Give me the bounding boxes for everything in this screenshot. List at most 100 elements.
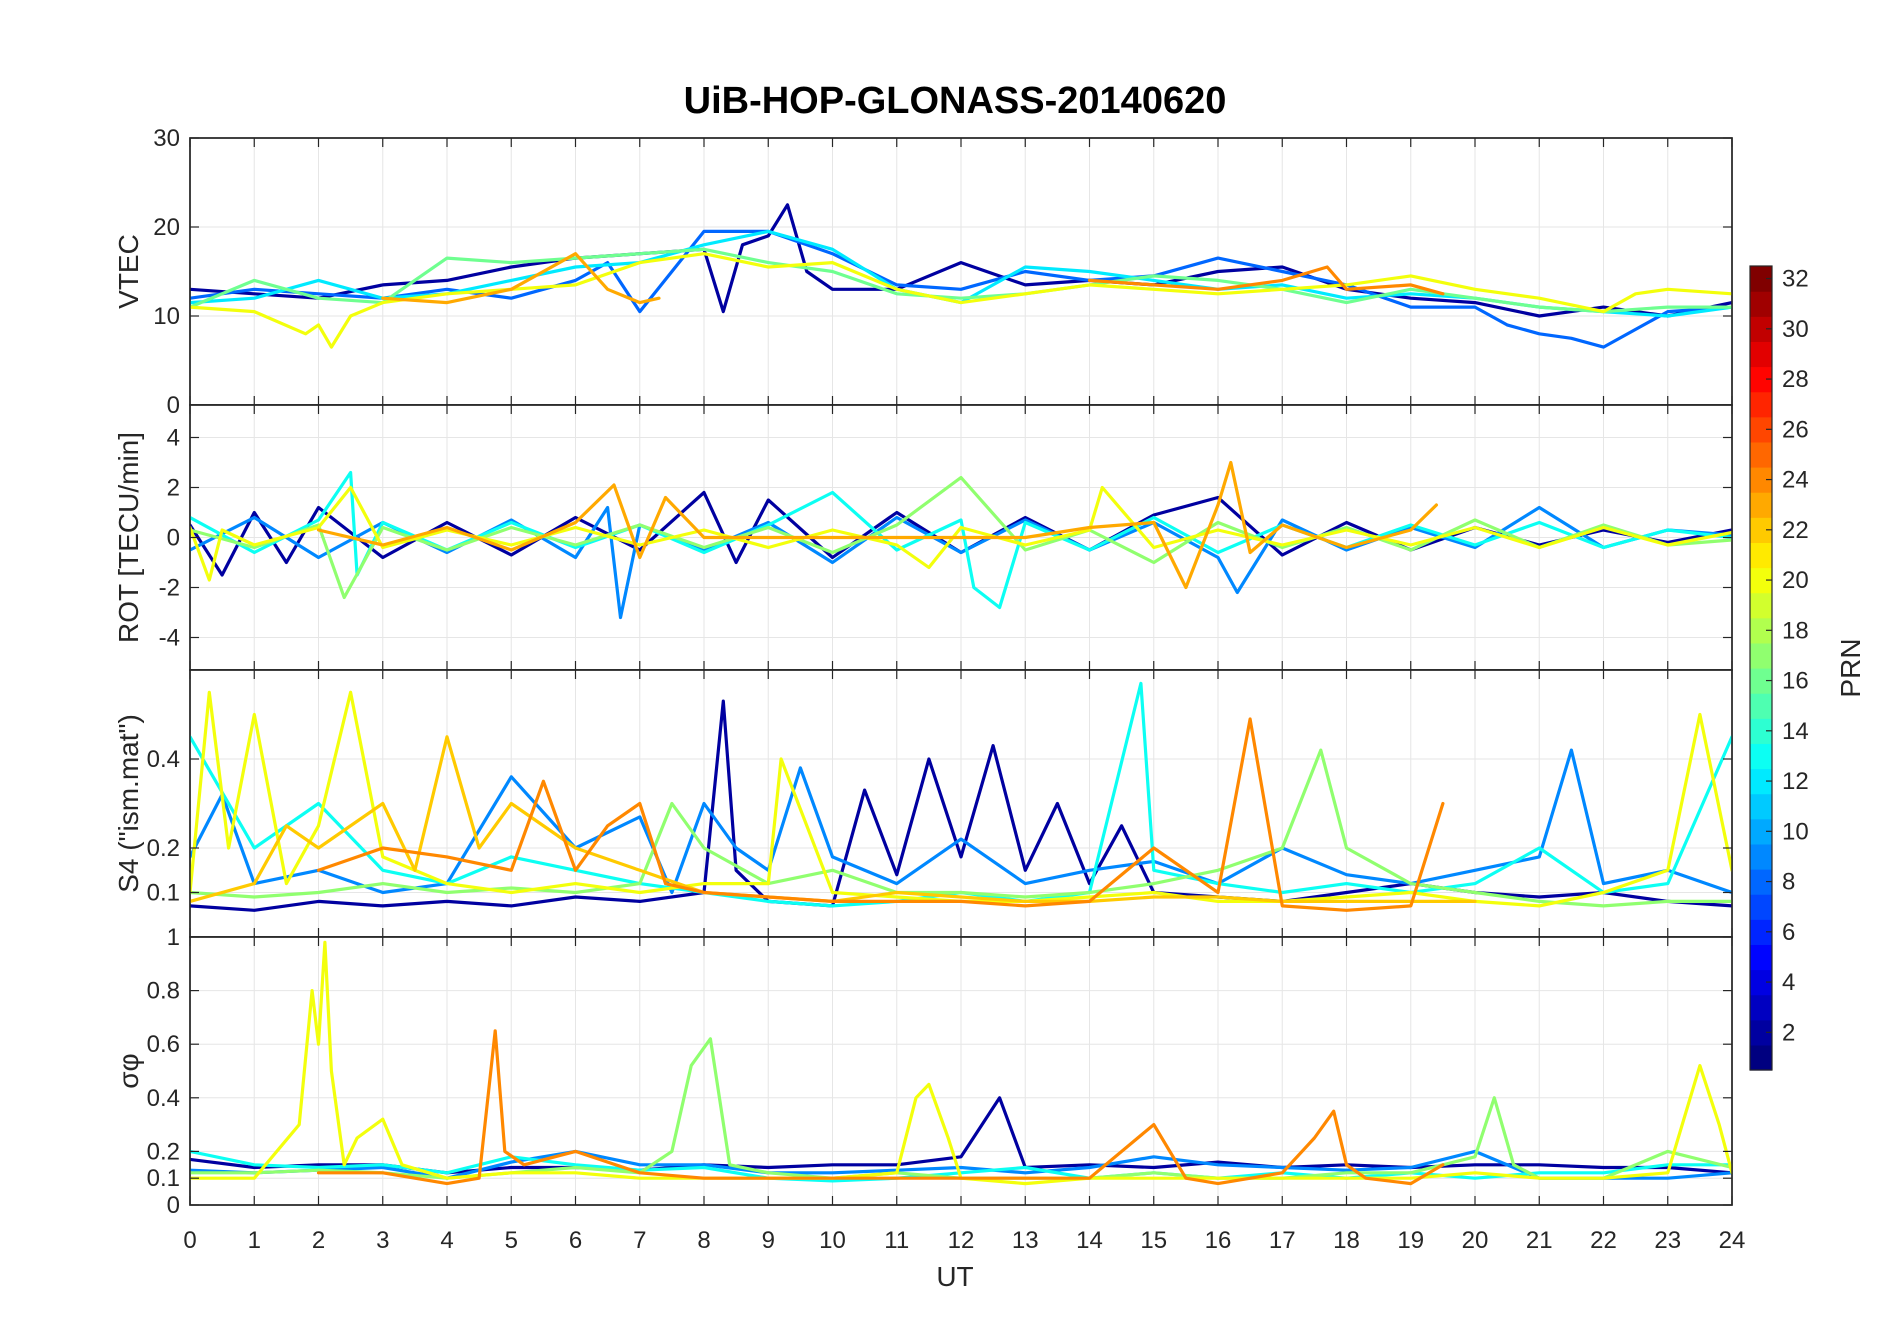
colorbar-swatch — [1750, 517, 1772, 543]
x-tick-label: 23 — [1654, 1227, 1681, 1254]
y-tick-label: -2 — [159, 575, 180, 602]
x-tick-label: 7 — [633, 1227, 646, 1254]
y-ticks-rot: -4 -2 0 2 4 — [159, 405, 1733, 670]
y-tick-label: 0.1 — [147, 880, 180, 907]
panel-sigma: 00.10.2 0.4 0.6 0.8 1 σφ — [113, 924, 1733, 1219]
y-tick-label: 30 — [153, 125, 180, 152]
colorbar-swatch — [1750, 693, 1772, 719]
y-tick-label: 0 — [167, 525, 180, 552]
series-prn-9 — [190, 748, 1732, 895]
series-prn-20 — [190, 485, 1732, 582]
colorbar-swatch — [1750, 341, 1772, 368]
series-prn-16 — [190, 247, 1732, 314]
colorbar-tick-label: 6 — [1782, 919, 1795, 946]
colorbar-swatch — [1750, 266, 1772, 292]
colorbar-swatch — [1750, 894, 1772, 920]
colorbar-tick-label: 30 — [1782, 316, 1809, 343]
x-tick-label: 6 — [569, 1227, 582, 1254]
x-tick-label: 24 — [1719, 1227, 1746, 1254]
x-tick-label: 12 — [948, 1227, 975, 1254]
y-tick-label: 0.4 — [147, 746, 180, 773]
x-tick-label: 2 — [312, 1227, 325, 1254]
x-tick-label: 4 — [440, 1227, 453, 1254]
series-prn-8 — [190, 229, 1732, 349]
y-axis-label-rot: ROT [TECU/min] — [113, 432, 144, 643]
series-group-sigma — [190, 940, 1732, 1186]
colorbar-border — [1749, 265, 1773, 1071]
x-tick-label: 1 — [248, 1227, 261, 1254]
colorbar-tick-label: 20 — [1782, 567, 1809, 594]
colorbar-swatch — [1750, 743, 1772, 770]
x-tick-label: 11 — [884, 1227, 909, 1254]
x-tick-label: 18 — [1333, 1227, 1360, 1254]
series-group-rot — [190, 460, 1732, 620]
colorbar-swatch — [1750, 843, 1772, 870]
x-tick-label: 19 — [1397, 1227, 1424, 1254]
y-tick-label: 0.6 — [147, 1031, 180, 1058]
colorbar-swatch — [1750, 316, 1772, 342]
series-prn-13 — [190, 681, 1732, 908]
colorbar-swatch — [1750, 869, 1772, 895]
x-axis: 0 1 2 3 4 5 6 7 8 9 10 11 12 13 14 15 16 17 18 19 20 21 22 23 24 — [183, 1227, 1745, 1254]
colorbar-tick-label: 18 — [1782, 617, 1809, 644]
series-prn-23 — [316, 460, 1438, 590]
colorbar-swatch — [1750, 818, 1772, 845]
series-prn-2 — [190, 1096, 1732, 1175]
x-tick-label: 16 — [1205, 1227, 1232, 1254]
y-tick-label: 0.1 — [147, 1165, 180, 1192]
y-tick-label: 2 — [167, 475, 180, 502]
x-axis-label: UT — [936, 1261, 973, 1292]
x-tick-label: 3 — [376, 1227, 389, 1254]
series-prn-17 — [190, 748, 1732, 908]
series-prn-2 — [190, 203, 1732, 318]
colorbar-tick-label: 26 — [1782, 416, 1809, 443]
colorbar-swatch — [1750, 542, 1772, 569]
series-prn-23 — [381, 252, 661, 305]
colorbar-tick-label: 32 — [1782, 266, 1809, 293]
colorbar-swatch — [1750, 441, 1772, 468]
x-tick-label: 10 — [819, 1227, 846, 1254]
x-tick-label: 20 — [1462, 1227, 1489, 1254]
colorbar-swatch — [1750, 919, 1772, 945]
y-ticks-s4: 0.1 0.2 0.4 — [147, 670, 1733, 937]
colorbar-swatch — [1750, 944, 1772, 971]
colorbar-swatch — [1750, 642, 1772, 669]
colorbar-tick-label: 12 — [1782, 768, 1809, 795]
colorbar-tick-label: 4 — [1782, 969, 1795, 996]
x-tick-label: 8 — [697, 1227, 710, 1254]
y-axis-label-vtec: VTEC — [113, 234, 144, 309]
series-prn-13 — [190, 1149, 1732, 1183]
x-tick-label: 14 — [1076, 1227, 1103, 1254]
x-tick-label: 0 — [183, 1227, 196, 1254]
y-tick-label: 4 — [167, 425, 180, 452]
colorbar-swatch — [1750, 617, 1772, 644]
y-ticks-sigma: 00.10.2 0.4 0.6 0.8 1 — [147, 924, 1733, 1219]
colorbar-swatch — [1750, 492, 1772, 518]
colorbar-swatch — [1750, 592, 1772, 619]
x-tick-label: 15 — [1140, 1227, 1167, 1254]
series-prn-24 — [1087, 265, 1445, 296]
colorbar-swatch — [1750, 291, 1772, 317]
colorbar-swatch — [1750, 416, 1772, 443]
x-tick-label: 17 — [1269, 1227, 1296, 1254]
colorbar-tick-label: 22 — [1782, 517, 1809, 544]
colorbar-swatch — [1750, 668, 1772, 694]
panel-vtec: 0 10 20 30 VTEC — [113, 125, 1733, 419]
series-group-s4 — [190, 681, 1732, 912]
y-ticks-vtec: 0 10 20 30 — [153, 125, 1733, 419]
y-tick-label: 0 — [167, 1192, 180, 1219]
y-tick-label: 10 — [153, 303, 180, 330]
y-tick-label: -4 — [159, 625, 180, 652]
colorbar-tick-label: 16 — [1782, 668, 1809, 695]
chart-title: UiB-HOP-GLONASS-20140620 — [684, 80, 1227, 122]
series-prn-20 — [190, 252, 1732, 349]
x-tick-label: 9 — [762, 1227, 775, 1254]
series-prn-20 — [190, 940, 1732, 1186]
x-tick-label: 5 — [505, 1227, 518, 1254]
panels: 0 10 20 30 VTEC -4 -2 0 2 4 ROT [TECU/min]0.10.20.… — [113, 125, 1733, 1219]
colorbar-tick-label: 2 — [1782, 1019, 1795, 1046]
colorbar-swatch — [1750, 969, 1772, 996]
y-tick-label: 20 — [153, 214, 180, 241]
